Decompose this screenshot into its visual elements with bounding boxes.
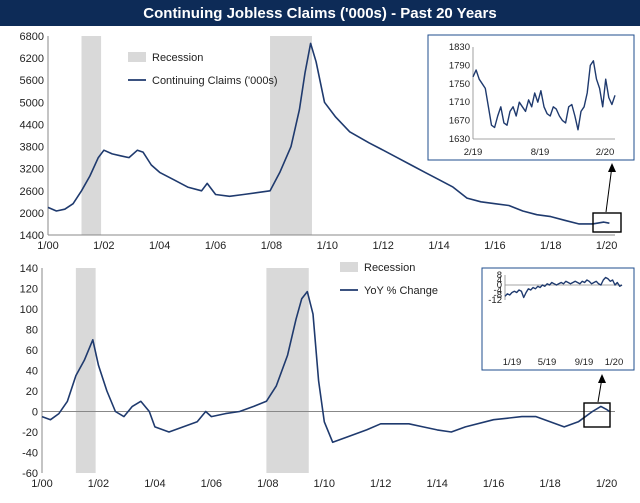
top-highlight-box — [592, 212, 622, 233]
bottom-inset-y-tick-label: 4 — [497, 275, 502, 286]
top-inset-y-tick-label: 1670 — [449, 116, 470, 127]
top-inset-y-tick-label: 1710 — [449, 97, 470, 108]
bottom-main-y-tick-label: -40 — [22, 448, 38, 460]
top-main-x-tick-label: 1/12 — [372, 240, 393, 252]
top-main-legend-recession-label: Recession — [152, 52, 203, 64]
bottom-main-x-tick-label: 1/18 — [539, 478, 560, 490]
top-main-legend-series-label: Continuing Claims ('000s) — [152, 75, 278, 87]
bottom-inset-y-tick-label: -12 — [488, 295, 502, 306]
top-inset-x-tick-label: 8/19 — [531, 147, 550, 158]
bottom-main-x-tick-label: 1/12 — [370, 478, 391, 490]
bottom-main-x-tick-label: 1/06 — [201, 478, 222, 490]
top-main-x-tick-label: 1/02 — [93, 240, 114, 252]
bottom-inset-series-line — [504, 276, 623, 299]
bottom-main-x-tick-label: 1/00 — [31, 478, 52, 490]
chart-title: Continuing Jobless Claims ('000s) - Past… — [143, 4, 497, 22]
bottom-main-legend-series-label: YoY % Change — [364, 285, 438, 297]
top-main-y-tick-label: 3800 — [20, 142, 44, 154]
top-main-recession-bar-0 — [81, 36, 102, 235]
bottom-main-y-tick-label: 0 — [32, 407, 38, 419]
chart-title-bar: Continuing Jobless Claims ('000s) - Past… — [0, 0, 640, 26]
bottom-inset-x-tick-label: 1/20 — [605, 357, 624, 368]
top-main-y-tick-label: 2000 — [20, 208, 44, 220]
top-inset-y-tick-label: 1750 — [449, 79, 470, 90]
top-main-x-tick-label: 1/20 — [596, 240, 617, 252]
bottom-main-y-tick-label: 20 — [26, 386, 38, 398]
bottom-main-series-line — [41, 290, 610, 444]
top-main-y-tick-label: 6200 — [20, 53, 44, 65]
bottom-main-y-tick-label: -20 — [22, 427, 38, 439]
bottom-inset-y-tick-label: 8 — [497, 270, 502, 281]
bottom-main-x-tick-label: 1/02 — [88, 478, 109, 490]
top-main-x-tick-label: 1/00 — [37, 240, 58, 252]
bottom-main-legend-recession-swatch — [340, 262, 358, 272]
top-main-x-tick-label: 1/04 — [149, 240, 170, 252]
bottom-inset-y-tick-label: 0 — [497, 280, 502, 291]
top-main-panel: 6800 6200 5600 5000 4400 3800 3200 2600 2000 1400… — [20, 31, 618, 252]
bottom-main-x-tick-label: 1/14 — [426, 478, 447, 490]
bottom-main-y-tick-label: -60 — [22, 468, 38, 480]
top-main-x-tick-label: 1/18 — [540, 240, 561, 252]
bottom-callout-arrowhead — [598, 374, 606, 383]
bottom-main-y-tick-label: 140 — [20, 263, 38, 275]
bottom-inset-x-tick-label: 5/19 — [538, 357, 557, 368]
top-main-x-tick-label: 1/10 — [317, 240, 338, 252]
top-main-legend-recession-swatch — [128, 52, 146, 62]
top-main-y-tick-label: 5600 — [20, 75, 44, 87]
top-main-y-tick-label: 5000 — [20, 97, 44, 109]
bottom-main-recession-bar-0 — [75, 268, 96, 473]
bottom-main-x-tick-label: 1/16 — [483, 478, 504, 490]
top-callout-arrow — [605, 165, 613, 213]
bottom-inset-y-tick-label: -8 — [494, 290, 502, 301]
top-inset-series-line — [472, 60, 616, 131]
bottom-main-x-tick-label: 1/20 — [596, 478, 617, 490]
top-main-series-line — [47, 42, 610, 225]
bottom-main-x-tick-label: 1/08 — [257, 478, 278, 490]
top-inset-y-tick-label: 1630 — [449, 134, 470, 145]
top-main-y-tick-label: 4400 — [20, 119, 44, 131]
top-main-y-tick-label: 2600 — [20, 186, 44, 198]
top-main-y-tick-label: 3200 — [20, 164, 44, 176]
bottom-main-y-tick-label: 80 — [26, 325, 38, 337]
bottom-main-legend-recession-label: Recession — [364, 262, 415, 274]
bottom-main-y-tick-label: 60 — [26, 345, 38, 357]
bottom-main-y-tick-label: 120 — [20, 284, 38, 296]
top-inset-x-tick-label: 2/19 — [464, 147, 483, 158]
top-inset-x-tick-label: 2/20 — [596, 147, 615, 158]
bottom-inset-x-tick-label: 1/19 — [503, 357, 522, 368]
top-inset-panel: 1830 1790 1750 1710 1670 1630 2/19 8/19 2/20 — [427, 34, 635, 161]
bottom-main-y-tick-label: 40 — [26, 366, 38, 378]
top-inset-y-tick-label: 1790 — [449, 60, 470, 71]
top-inset-y-tick-label: 1830 — [449, 42, 470, 53]
top-main-x-tick-label: 1/14 — [428, 240, 449, 252]
bottom-main-x-tick-label: 1/04 — [144, 478, 165, 490]
top-main-y-tick-label: 1400 — [20, 230, 44, 242]
bottom-inset-panel: 840-4-8-12 1/19 5/19 9/19 1/20 — [481, 267, 635, 371]
top-callout-arrowhead — [608, 163, 616, 172]
top-main-y-tick-label: 6800 — [20, 31, 44, 43]
bottom-inset-x-tick-label: 9/19 — [575, 357, 594, 368]
top-main-x-tick-label: 1/16 — [484, 240, 505, 252]
bottom-main-x-tick-label: 1/10 — [314, 478, 335, 490]
top-main-x-tick-label: 1/08 — [261, 240, 282, 252]
bottom-main-recession-bar-1 — [266, 268, 309, 473]
bottom-highlight-box — [583, 402, 611, 428]
top-main-x-tick-label: 1/06 — [205, 240, 226, 252]
bottom-inset-y-tick-label: -4 — [494, 285, 502, 296]
bottom-main-y-tick-label: 100 — [20, 304, 38, 316]
